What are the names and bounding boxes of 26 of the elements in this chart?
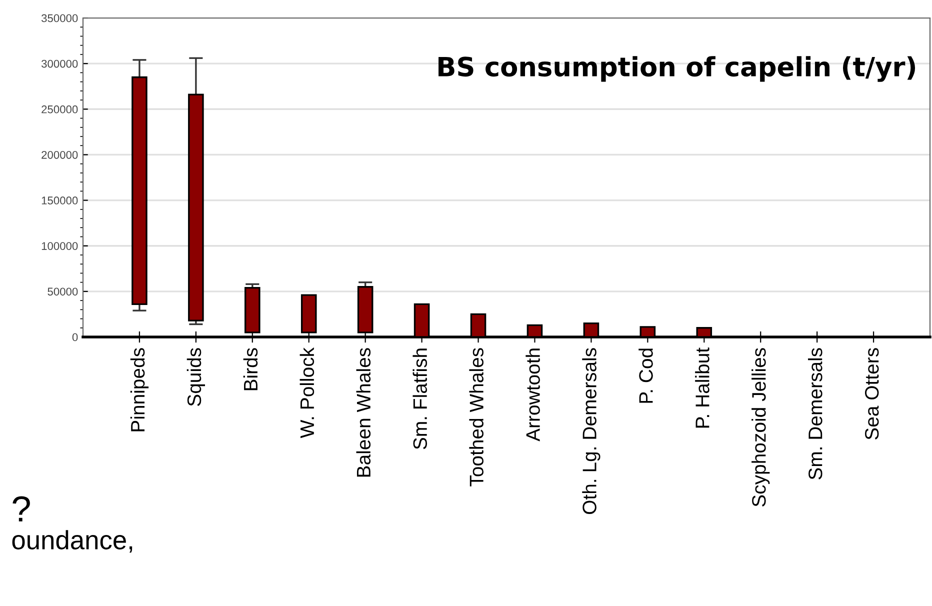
text: BS consumption of capelin (t/yr) bbox=[438, 56, 916, 82]
x-tick-label: Sm. Flatfish bbox=[412, 348, 428, 450]
x-tick-label: Baleen Whales bbox=[356, 348, 371, 477]
y-tick-label: 200000 bbox=[42, 150, 78, 159]
y-tick-label: 150000 bbox=[42, 196, 78, 204]
y-tick-label: 50000 bbox=[48, 288, 78, 296]
y-tick-label: 300000 bbox=[41, 60, 78, 68]
x-tick-label: Arrowtooth bbox=[526, 348, 540, 442]
text: ? bbox=[12, 496, 30, 522]
x-tick-label: Scyphozoid Jellies bbox=[752, 348, 770, 506]
y-tick-label: 250000 bbox=[42, 105, 78, 114]
text: oundance, bbox=[12, 530, 132, 553]
x-tick-label: Pinnipeds bbox=[130, 348, 149, 432]
x-tick-label: Toothed Whales bbox=[469, 348, 484, 486]
x-tick-label: Birds bbox=[243, 348, 258, 390]
bar bbox=[188, 94, 204, 322]
y-tick-label: 100000 bbox=[42, 242, 78, 250]
x-tick-label: Oth. Lg. Demersals bbox=[582, 348, 600, 514]
y-tick-label: 0 bbox=[72, 333, 78, 342]
x-tick-label: Sea Otters bbox=[864, 348, 879, 440]
x-tick-label: W. Pollock bbox=[300, 347, 314, 438]
y-tick-label: 350000 bbox=[41, 14, 78, 22]
x-tick-label: Squids bbox=[186, 348, 205, 406]
x-tick-label: P. Cod bbox=[638, 348, 653, 403]
x-tick-label: Sm. Demersals bbox=[808, 348, 822, 480]
x-tick-label: P. Halibut bbox=[695, 348, 710, 428]
